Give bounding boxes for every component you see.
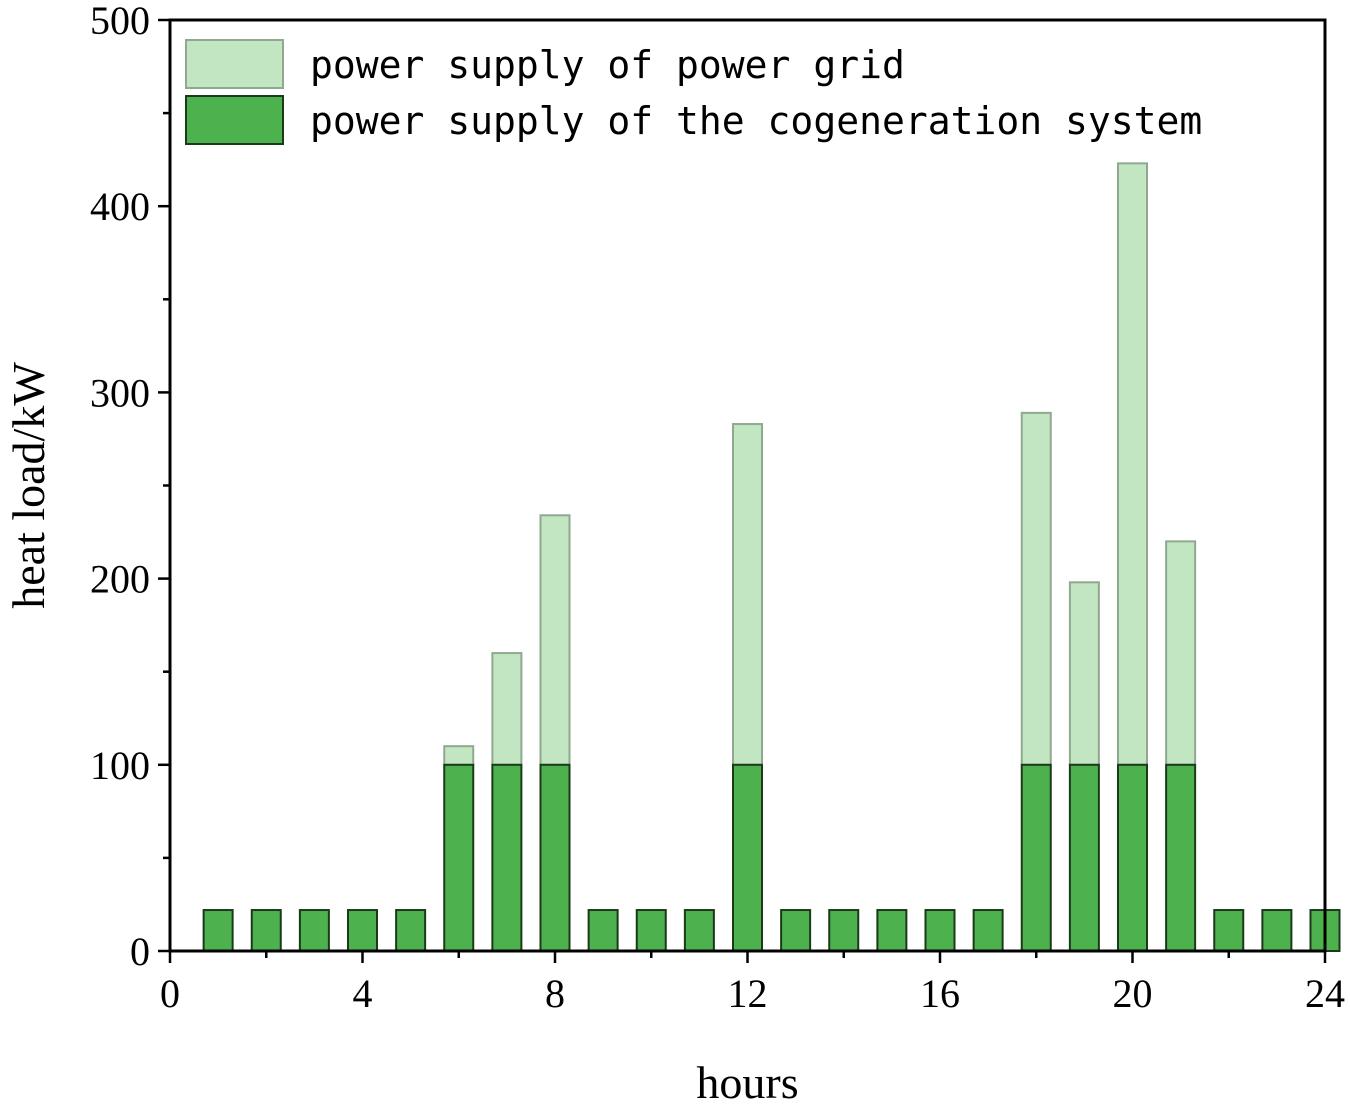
- x-tick-label-16: 16: [920, 971, 960, 1016]
- legend: power supply of power grid power supply o…: [185, 39, 1202, 145]
- bar-cogeneration-1: [202, 909, 234, 953]
- bar-cogeneration-13: [780, 909, 812, 953]
- bar-cogeneration-9: [587, 909, 619, 953]
- bar-cogeneration-15: [876, 909, 908, 953]
- bar-cogeneration-20: [1117, 763, 1148, 952]
- bar-grid-18: [1020, 411, 1052, 766]
- y-tick-label-300: 300: [90, 370, 150, 415]
- y-axis-title: heat load/kW: [3, 362, 54, 609]
- ticks-group: 0 4 8 12 16 20 24 0 100 200 300 400 500: [90, 0, 1345, 1016]
- y-tick-label-0: 0: [130, 929, 150, 974]
- x-tick-label-24: 24: [1305, 971, 1345, 1016]
- bar-cogeneration-8: [539, 763, 571, 952]
- bar-cogeneration-5: [395, 909, 427, 953]
- x-tick-label-0: 0: [160, 971, 180, 1016]
- x-axis-title: hours: [696, 1057, 798, 1105]
- bar-grid-12: [732, 423, 763, 766]
- bar-cogeneration-10: [635, 909, 667, 953]
- y-tick-label-400: 400: [90, 184, 150, 229]
- bar-cogeneration-18: [1020, 763, 1052, 952]
- bar-grid-8: [539, 514, 571, 766]
- y-tick-label-100: 100: [90, 743, 150, 788]
- legend-label-cogeneration: power supply of the cogeneration system: [310, 99, 1202, 143]
- bars-group: [202, 162, 1341, 953]
- bar-cogeneration-23: [1261, 909, 1293, 953]
- x-tick-label-8: 8: [545, 971, 565, 1016]
- bar-cogeneration-11: [683, 909, 715, 953]
- bar-grid-20: [1117, 162, 1148, 766]
- bar-grid-21: [1165, 540, 1197, 766]
- bar-grid-19: [1068, 581, 1100, 766]
- bar-grid-7: [491, 652, 523, 766]
- x-tick-label-12: 12: [728, 971, 768, 1016]
- bar-cogeneration-21: [1165, 763, 1197, 952]
- bar-cogeneration-6: [443, 763, 475, 952]
- bar-cogeneration-4: [347, 909, 378, 953]
- bar-cogeneration-7: [491, 763, 523, 952]
- bar-cogeneration-19: [1068, 763, 1100, 952]
- x-tick-label-4: 4: [353, 971, 373, 1016]
- bar-cogeneration-22: [1213, 909, 1245, 953]
- bar-cogeneration-3: [298, 909, 330, 953]
- legend-label-grid: power supply of power grid: [310, 43, 905, 87]
- y-tick-label-500: 500: [90, 0, 150, 43]
- legend-swatch-cogeneration: [185, 95, 284, 145]
- bar-grid-6: [443, 745, 475, 766]
- bar-cogeneration-14: [828, 909, 860, 953]
- legend-swatch-grid: [185, 39, 284, 89]
- y-tick-label-200: 200: [90, 557, 150, 602]
- bar-cogeneration-12: [732, 763, 763, 952]
- bar-cogeneration-2: [250, 909, 282, 953]
- bar-cogeneration-17: [972, 909, 1004, 953]
- bar-cogeneration-16: [924, 909, 956, 953]
- x-tick-label-20: 20: [1113, 971, 1153, 1016]
